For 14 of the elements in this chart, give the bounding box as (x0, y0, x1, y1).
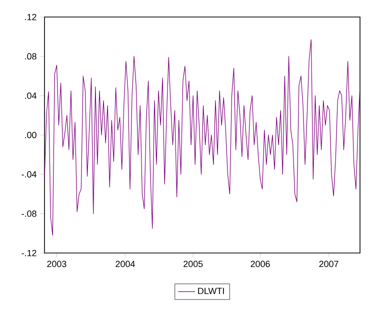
y-tick-label: .04 (25, 92, 36, 99)
y-tick-label: -.12 (22, 250, 36, 256)
x-tick-label: 2003 (47, 260, 66, 268)
y-tick-label: -.08 (22, 210, 36, 217)
x-tick-label: 2007 (319, 260, 338, 268)
line-series (44, 39, 360, 236)
x-tick-label: 2005 (184, 260, 203, 268)
y-tick-label: .00 (25, 132, 36, 138)
x-tick-label: 2006 (250, 260, 270, 268)
y-tick-label: .08 (25, 53, 36, 60)
x-tick-label: 2004 (116, 260, 135, 268)
legend-label: DLWTI (198, 288, 224, 294)
y-tick-label: .12 (25, 14, 36, 20)
y-tick-label: -.04 (22, 171, 36, 178)
